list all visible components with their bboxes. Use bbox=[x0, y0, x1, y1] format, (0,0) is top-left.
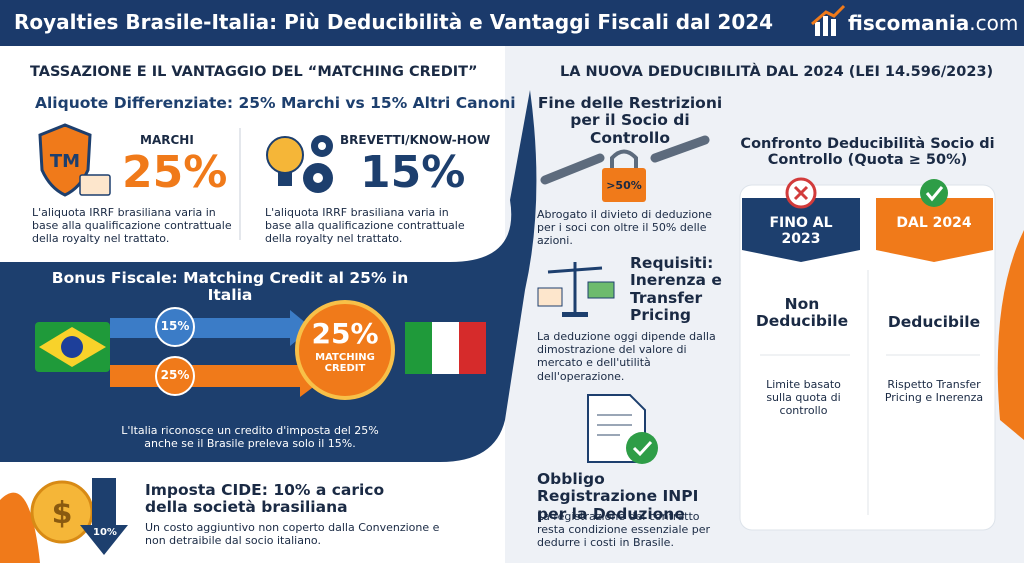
check-icon bbox=[920, 179, 948, 207]
item-badge: >50% bbox=[606, 179, 642, 192]
rate-text: L'aliquota IRRF brasiliana varia in base… bbox=[265, 206, 465, 246]
column-note: Rispetto Transfer Pricing e Inerenza bbox=[884, 378, 984, 405]
column-header-bg bbox=[742, 198, 860, 262]
scale-icon bbox=[537, 262, 615, 317]
section-heading: TASSAZIONE E IL VANTAGGIO DEL “MATCHING … bbox=[30, 64, 478, 80]
patent-icon bbox=[266, 135, 333, 193]
cide-badge: 10% bbox=[93, 527, 117, 538]
section-heading: LA NUOVA DEDUCIBILITÀ DAL 2024 (LEI 14.5… bbox=[560, 64, 994, 80]
cide-title: Imposta CIDE: 10% a carico della società… bbox=[145, 481, 385, 517]
document-icon bbox=[587, 394, 658, 464]
badge-rate: 25% bbox=[311, 317, 379, 350]
brazil-flag bbox=[35, 322, 110, 372]
rate-label: MARCHI bbox=[140, 133, 194, 147]
column-header: DAL 2024 bbox=[896, 215, 972, 231]
trademark-shield-icon: TM bbox=[38, 123, 111, 197]
column-header: FINO AL 2023 bbox=[769, 215, 833, 247]
bonus-caption: L'Italia riconosce un credito d'imposta … bbox=[121, 424, 379, 451]
subheading: Aliquote Differenziate: 25% Marchi vs 15… bbox=[35, 94, 516, 112]
flow-rate: 25% bbox=[160, 368, 190, 382]
item-title: Fine delle Restrizioni per il Socio di C… bbox=[537, 94, 723, 147]
rate-value: 25% bbox=[122, 147, 228, 198]
edge-accent bbox=[997, 230, 1024, 440]
flow-badge bbox=[155, 356, 195, 396]
svg-text:TM: TM bbox=[50, 151, 80, 172]
column-status: Deducibile bbox=[887, 313, 981, 331]
italy-flag bbox=[405, 322, 486, 374]
corner-accent bbox=[0, 492, 40, 563]
rate-value: 15% bbox=[360, 147, 466, 198]
item-text: La deduzione oggi dipende dalla dimostra… bbox=[537, 330, 716, 383]
logo-name: fiscomania bbox=[848, 11, 970, 35]
flow-badge bbox=[155, 307, 195, 347]
chain-icon bbox=[540, 135, 710, 202]
rate-label: BREVETTI/KNOW-HOW bbox=[340, 133, 491, 147]
page-title: Royalties Brasile-Italia: Più Deducibili… bbox=[14, 10, 774, 34]
item-text: La registrazione del contratto resta con… bbox=[537, 510, 711, 550]
comparison-title: Confronto Deducibilità Socio di Controll… bbox=[740, 136, 995, 169]
matching-credit-badge bbox=[295, 300, 395, 400]
coin-icon: $ bbox=[30, 478, 128, 555]
logo-domain: .com bbox=[969, 11, 1019, 35]
rate-text: L'aliquota IRRF brasiliana varia in base… bbox=[32, 206, 232, 246]
cide-text: Un costo aggiuntivo non coperto dalla Co… bbox=[145, 521, 440, 548]
item-title: Obbligo Registrazione INPI per la Deduzi… bbox=[537, 470, 699, 523]
logo: fiscomania.com bbox=[848, 12, 1018, 34]
cross-icon bbox=[785, 177, 817, 209]
svg-text:$: $ bbox=[52, 496, 73, 531]
logo-icon bbox=[811, 4, 846, 36]
column-status: Non Deducibile bbox=[755, 295, 849, 331]
flow-rate: 15% bbox=[160, 319, 190, 333]
item-text: Abrogato il divieto di deduzione per i s… bbox=[537, 208, 712, 248]
header-bar bbox=[0, 0, 1024, 46]
column-note: Limite basato sulla quota di controllo bbox=[766, 378, 841, 418]
column-header-bg bbox=[876, 198, 993, 262]
bonus-title: Bonus Fiscale: Matching Credit al 25% in… bbox=[51, 269, 409, 305]
badge-label: MATCHING CREDIT bbox=[315, 352, 375, 375]
item-title: Requisiti: Inerenza e Transfer Pricing bbox=[630, 254, 722, 325]
